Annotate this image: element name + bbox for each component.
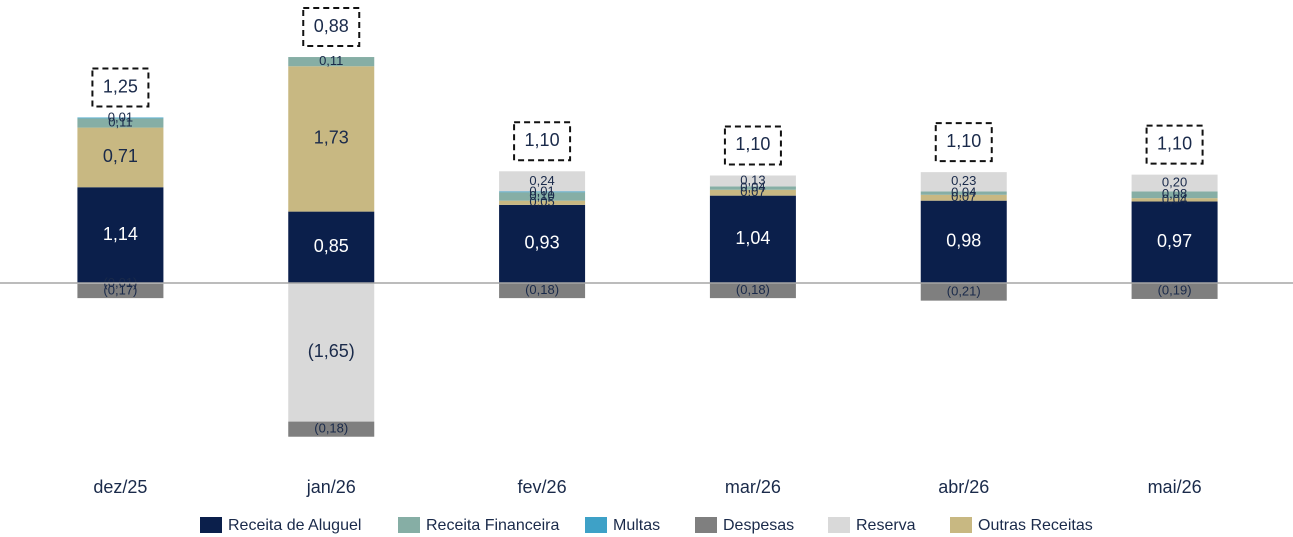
legend-label: Despesas	[723, 517, 794, 534]
bar-segment	[288, 283, 375, 422]
bar-segment	[920, 200, 1007, 283]
total-box	[513, 121, 572, 162]
bar-segment	[499, 204, 586, 283]
data-label: 0,85	[314, 236, 349, 256]
data-label: 0,01	[529, 183, 554, 198]
total-label: 1,25	[103, 76, 138, 96]
total-box	[91, 67, 150, 108]
bar-segment	[499, 200, 586, 205]
bar-segment	[1131, 174, 1218, 192]
bar-segment	[1131, 191, 1218, 199]
bar-segment	[709, 186, 796, 190]
data-label: (0,18)	[314, 421, 348, 436]
x-tick-label: mar/26	[725, 477, 781, 497]
legend-swatch	[200, 517, 222, 533]
data-label: (0,19)	[1158, 282, 1192, 297]
bar-segment	[77, 127, 164, 188]
legend-swatch	[950, 517, 972, 533]
legend-label: Reserva	[856, 517, 916, 534]
x-tick-label: abr/26	[938, 477, 989, 497]
data-label: 0,93	[525, 233, 560, 253]
data-label: 0,11	[319, 53, 343, 68]
data-label: 0,05	[529, 194, 554, 209]
bar-segment	[288, 57, 375, 67]
legend-label: Outras Receitas	[978, 517, 1093, 534]
x-tick-label: fev/26	[518, 477, 567, 497]
legend-swatch	[398, 517, 420, 533]
total-label: 0,88	[314, 16, 349, 36]
x-tick-label: jan/26	[306, 477, 356, 497]
total-box	[934, 122, 993, 163]
data-label: 1,04	[735, 228, 770, 248]
data-label: (0,17)	[103, 282, 137, 297]
total-label: 1,10	[525, 130, 560, 150]
data-label: 0,08	[1162, 186, 1187, 201]
total-label: 1,10	[735, 134, 770, 154]
bar-segment	[709, 189, 796, 196]
legend-label: Receita de Aluguel	[228, 517, 361, 534]
bar-segment	[288, 66, 375, 212]
bar-segment	[709, 195, 796, 283]
data-label: (0,18)	[525, 282, 559, 297]
bar-segment	[499, 191, 586, 193]
bar-segment	[920, 172, 1007, 192]
total-box	[723, 125, 782, 166]
bar-segment	[709, 175, 796, 187]
data-label: (0,18)	[736, 282, 770, 297]
data-label: 0,98	[946, 231, 981, 251]
bar-segment	[499, 192, 586, 201]
total-box	[302, 7, 361, 48]
legend-label: Receita Financeira	[426, 517, 560, 534]
bar-segment	[920, 283, 1007, 301]
bar-segment	[77, 118, 164, 128]
data-label: 0,04	[951, 185, 976, 200]
data-label: 0,04	[1162, 191, 1187, 206]
data-label: 0,71	[103, 146, 138, 166]
data-label: (0,21)	[947, 283, 981, 298]
legend-label: Multas	[613, 517, 660, 534]
data-label: 0,07	[740, 184, 765, 199]
total-box	[1145, 124, 1204, 165]
x-tick-label: dez/25	[93, 477, 147, 497]
legend-swatch	[695, 517, 717, 533]
data-label: 0,97	[1157, 231, 1192, 251]
legend-swatch	[585, 517, 607, 533]
data-label: 0,10	[529, 188, 554, 203]
bar-segment	[499, 283, 586, 299]
data-label: (1,65)	[308, 341, 355, 361]
bar-segment	[499, 171, 586, 192]
bar-segment	[288, 211, 375, 283]
legend-swatch	[828, 517, 850, 533]
bar-segment	[920, 194, 1007, 201]
total-label: 1,10	[1157, 133, 1192, 153]
bar-segment	[77, 187, 164, 283]
bar-segment	[288, 421, 375, 437]
data-label: 0,04	[740, 180, 765, 195]
data-label: 0,20	[1162, 174, 1187, 189]
bar-segment	[709, 283, 796, 299]
data-label: 0,01	[108, 109, 133, 124]
data-label: 0,11	[108, 114, 132, 129]
data-label: 0,07	[951, 189, 976, 204]
data-label: 0,24	[529, 173, 554, 188]
bar-segment	[77, 117, 164, 119]
total-label: 1,10	[946, 131, 981, 151]
bar-segment	[920, 191, 1007, 195]
bar-segment	[1131, 198, 1218, 202]
bar-segment	[77, 283, 164, 299]
data-label: 1,73	[314, 128, 349, 148]
data-label: 1,14	[103, 224, 138, 244]
data-label: 0,23	[951, 173, 976, 188]
data-label: 0,13	[740, 172, 765, 187]
bar-segment	[1131, 283, 1218, 299]
bar-segment	[1131, 201, 1218, 283]
x-tick-label: mai/26	[1148, 477, 1202, 497]
